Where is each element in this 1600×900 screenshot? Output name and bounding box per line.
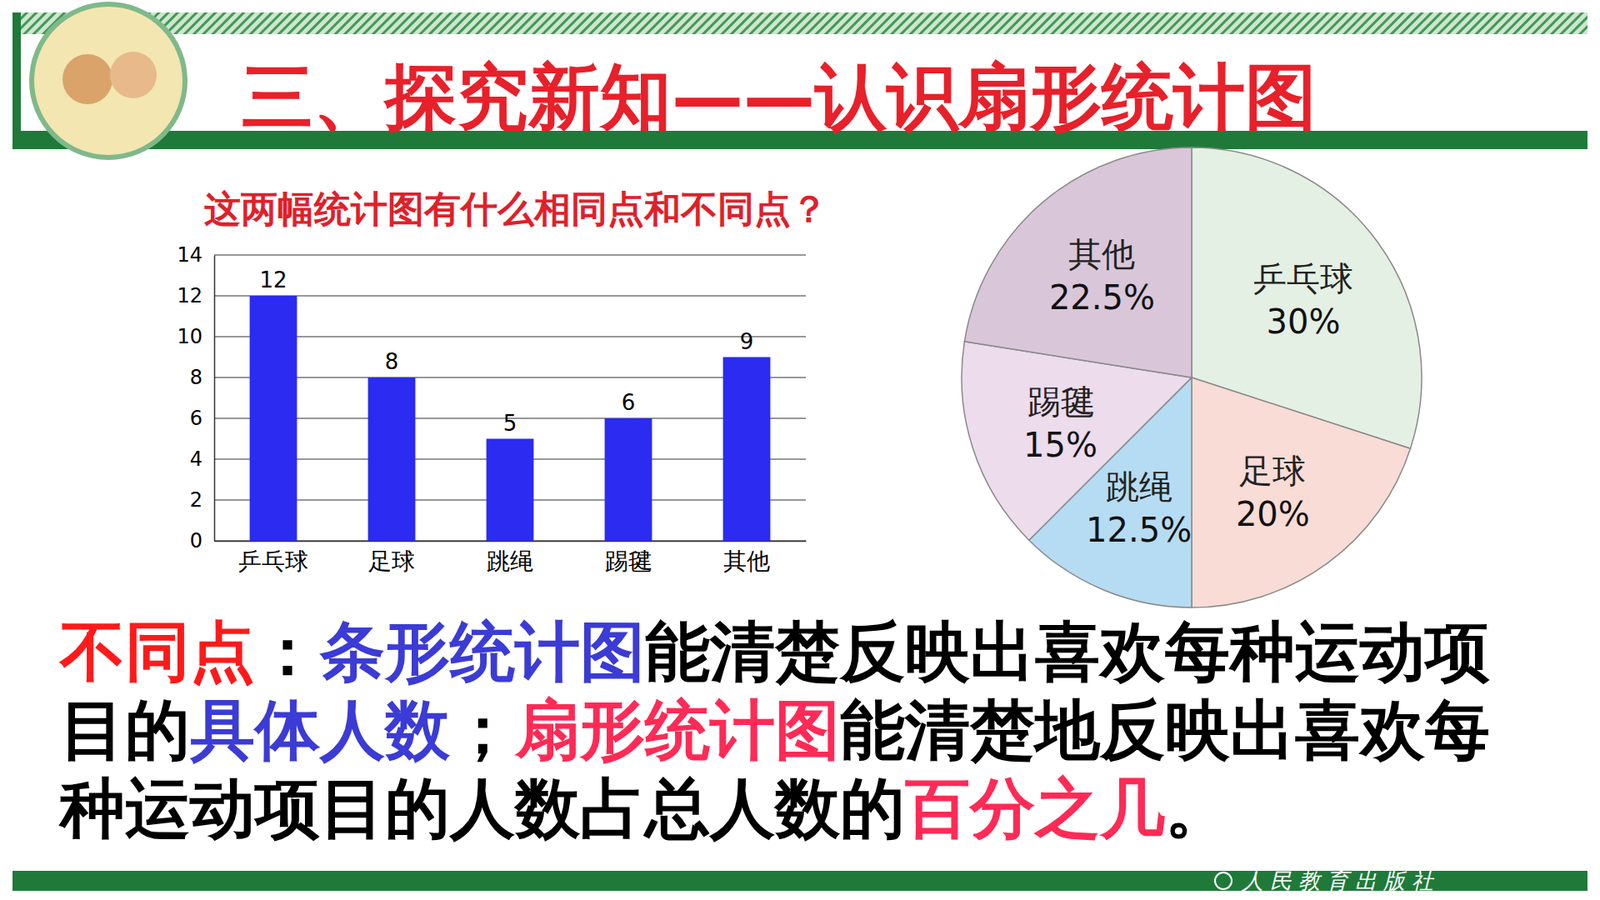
icon-face xyxy=(62,54,113,105)
bar xyxy=(605,418,653,541)
conclusion-segment: ： xyxy=(255,614,320,690)
data-label: 8 xyxy=(385,349,400,375)
slices xyxy=(961,147,1422,608)
pie-chart: 乒乓球 30% 足球 20% 跳绳 12.5% 踢毽 15% 其他 22.5% xyxy=(961,147,1422,608)
slice-category: 踢毽 xyxy=(1027,382,1095,421)
y-axis: 0 2 4 6 8 10 12 14 xyxy=(176,243,215,553)
category-label: 足球 xyxy=(368,547,415,575)
slice-category: 足球 xyxy=(1239,451,1306,490)
tick-label: 6 xyxy=(190,406,203,430)
icon-face xyxy=(110,51,157,99)
category-label: 其他 xyxy=(723,547,770,575)
grid xyxy=(214,255,806,541)
slice xyxy=(1191,377,1410,608)
tick: 踢毽 xyxy=(605,540,652,575)
tick: 6 xyxy=(190,406,215,430)
category-label: 踢毽 xyxy=(605,547,652,575)
tick: 乒乓球 xyxy=(238,540,309,575)
tick-label: 2 xyxy=(190,488,203,512)
slide-title: 三、探究新知——认识扇形统计图 xyxy=(241,55,1317,139)
bars xyxy=(250,295,771,541)
tick: 0 xyxy=(190,529,215,553)
slice-category: 其他 xyxy=(1068,235,1135,274)
grid-line xyxy=(214,376,806,378)
tick: 14 xyxy=(176,243,215,267)
tick: 足球 xyxy=(368,540,415,575)
slice-value: 20% xyxy=(1235,495,1310,534)
slice-labels: 乒乓球 30% 足球 20% 跳绳 12.5% 踢毽 15% 其他 22.5% xyxy=(1023,235,1354,550)
axis-line xyxy=(214,255,216,542)
footer-logo xyxy=(1215,872,1232,890)
category-label: 乒乓球 xyxy=(238,547,309,575)
slice-category: 跳绳 xyxy=(1105,467,1173,506)
bar xyxy=(723,357,771,542)
slice-value: 22.5% xyxy=(1049,278,1155,317)
conclusion: 不同点：条形统计图能清楚反映出喜欢每种运动项目的具体人数；扇形统计图能清楚地反映… xyxy=(60,612,1527,848)
conclusion-segment: 扇形统计图 xyxy=(515,692,840,768)
tick-label: 0 xyxy=(190,529,203,553)
conclusion-segment: 不同点 xyxy=(60,614,255,690)
category-label: 跳绳 xyxy=(486,547,534,575)
tick: 10 xyxy=(176,325,215,349)
x-axis: 乒乓球 足球 跳绳 踢毽 其他 xyxy=(215,540,807,575)
slice-category: 乒乓球 xyxy=(1253,259,1354,298)
tick: 4 xyxy=(190,447,215,471)
slice xyxy=(964,147,1192,378)
tick: 跳绳 xyxy=(486,540,534,575)
header-icon xyxy=(31,4,185,158)
publisher: 人民教育出版社 xyxy=(1240,868,1440,894)
data-label: 5 xyxy=(503,410,518,436)
conclusion-segment: 条形统计图 xyxy=(320,614,645,690)
slice-value: 30% xyxy=(1266,302,1341,341)
icon-circle xyxy=(31,4,185,158)
grid-line xyxy=(214,295,806,296)
conclusion-segment: 具体人数 xyxy=(190,692,450,768)
bar xyxy=(250,295,298,541)
tick: 8 xyxy=(190,365,215,390)
header-stripe xyxy=(12,12,1588,35)
tick-label: 10 xyxy=(176,325,203,349)
bar-chart: 0 2 4 6 8 10 12 14 乒乓球 足球 跳绳 踢毽 其他 12 8 5 6 9 xyxy=(176,243,806,575)
tick: 12 xyxy=(176,284,215,308)
tick: 2 xyxy=(190,488,215,512)
conclusion-segment: 百分之几 xyxy=(905,770,1165,846)
grid-line xyxy=(214,335,806,337)
tick-label: 12 xyxy=(176,284,203,308)
bar xyxy=(486,439,535,542)
data-label: 6 xyxy=(621,390,636,415)
question: 这两幅统计图有什么相同点和不同点？ xyxy=(204,187,828,230)
tick: 其他 xyxy=(723,540,770,575)
slice-value: 15% xyxy=(1023,425,1098,465)
bar xyxy=(368,377,416,541)
grid-line xyxy=(214,254,806,255)
data-label: 12 xyxy=(259,267,287,293)
tick-label: 4 xyxy=(190,447,203,471)
slice-value: 12.5% xyxy=(1085,510,1192,550)
data-labels: 12 8 5 6 9 xyxy=(259,267,754,436)
conclusion-segment: 。 xyxy=(1165,770,1230,846)
data-label: 9 xyxy=(740,329,755,355)
tick-label: 14 xyxy=(176,243,203,267)
header-edge xyxy=(12,12,21,150)
tick-label: 8 xyxy=(190,365,203,390)
conclusion-segment: ； xyxy=(450,692,515,768)
